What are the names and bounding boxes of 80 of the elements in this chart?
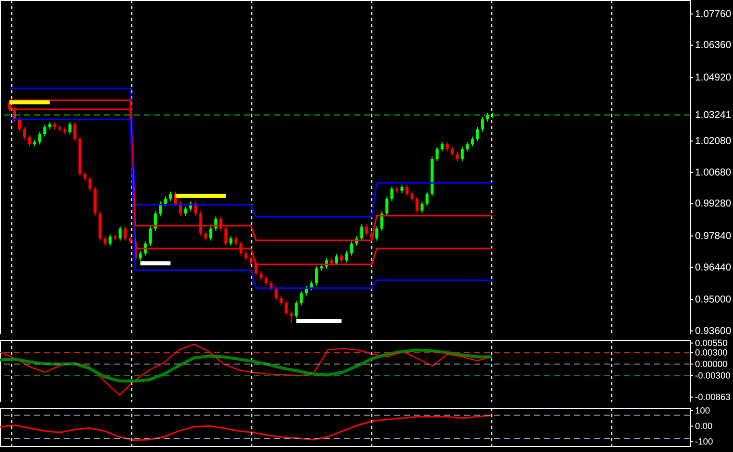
candlestick: [244, 250, 248, 262]
candlestick: [209, 226, 212, 242]
y-tick-label: 1.07760: [695, 8, 732, 20]
candlestick: [350, 240, 354, 256]
candlestick: [410, 191, 414, 202]
candlestick: [290, 310, 293, 324]
candlestick: [380, 210, 384, 232]
y-tick-label: 0.93600: [695, 326, 732, 337]
candlestick: [43, 124, 46, 137]
candlestick: [184, 206, 188, 216]
y-tick-label: 0.00: [695, 421, 713, 432]
y-tick-label: 1.04920: [695, 72, 732, 84]
candlestick: [260, 270, 263, 281]
candlestick: [38, 131, 42, 145]
candlestick: [284, 300, 288, 316]
candlestick: [345, 250, 348, 264]
candlestick: [68, 122, 72, 135]
y-tick-label: -0.00300: [695, 370, 731, 381]
y-tick-label: 0.99280: [695, 198, 732, 210]
y-tick-label: 0.96440: [695, 262, 732, 274]
y-tick-label: 1.02080: [695, 136, 732, 148]
y-tick-label: 0.00300: [695, 348, 728, 358]
ref-line-label: 1.03241: [695, 110, 732, 122]
candlestick: [375, 226, 378, 242]
candlestick: [335, 254, 338, 266]
candlestick: [480, 116, 484, 132]
candlestick: [108, 234, 112, 246]
candlestick: [118, 226, 122, 242]
candlestick: [314, 266, 318, 286]
candlestick: [234, 236, 238, 246]
candlestick: [148, 226, 152, 246]
candlestick: [154, 210, 157, 232]
y-tick-label: 0.97840: [695, 230, 732, 242]
candlestick: [23, 126, 26, 140]
candlestick: [88, 176, 92, 192]
candlestick: [390, 186, 394, 202]
line-series: [0, 348, 494, 382]
candlestick: [124, 226, 127, 242]
y-tick-label: -100: [695, 436, 714, 447]
candlestick: [270, 280, 273, 291]
line-series: [0, 414, 493, 442]
candlestick: [476, 126, 479, 142]
candlestick: [83, 171, 86, 182]
candlestick: [460, 146, 464, 162]
candlestick: [365, 224, 368, 236]
y-tick-label: -0.00863: [695, 392, 731, 402]
candlestick: [470, 136, 474, 147]
candlestick: [385, 196, 388, 216]
candlestick: [164, 196, 167, 206]
candlestick: [466, 141, 469, 152]
candlestick: [28, 134, 32, 147]
candlestick: [294, 300, 298, 319]
candlestick: [446, 141, 449, 152]
candlestick: [416, 196, 419, 214]
candlestick: [18, 116, 22, 132]
candlestick: [73, 122, 76, 142]
candlestick: [229, 236, 232, 246]
candlestick: [440, 141, 444, 152]
candlestick: [360, 224, 364, 242]
candlestick: [300, 290, 303, 306]
y-tick-label: 1.00680: [695, 167, 732, 178]
y-tick-label: 100: [695, 406, 710, 416]
candlestick: [420, 200, 424, 214]
candlestick: [405, 184, 408, 197]
candlestick: [204, 230, 208, 242]
candlestick: [199, 210, 202, 236]
y-tick-label: 0.00550: [695, 338, 728, 348]
candlestick: [310, 280, 313, 291]
y-tick-label: 1.06360: [695, 40, 732, 52]
y-tick-label: 0.00000: [695, 359, 728, 370]
candlestick: [169, 191, 172, 202]
y-tick-label: 0.95000: [695, 294, 732, 306]
candlestick: [138, 250, 142, 262]
candlestick: [104, 236, 107, 246]
candlestick: [456, 151, 459, 162]
candlestick: [264, 276, 268, 286]
candlestick: [450, 146, 454, 157]
candlestick: [436, 146, 439, 162]
candlestick: [280, 295, 283, 306]
candlestick: [426, 191, 429, 206]
